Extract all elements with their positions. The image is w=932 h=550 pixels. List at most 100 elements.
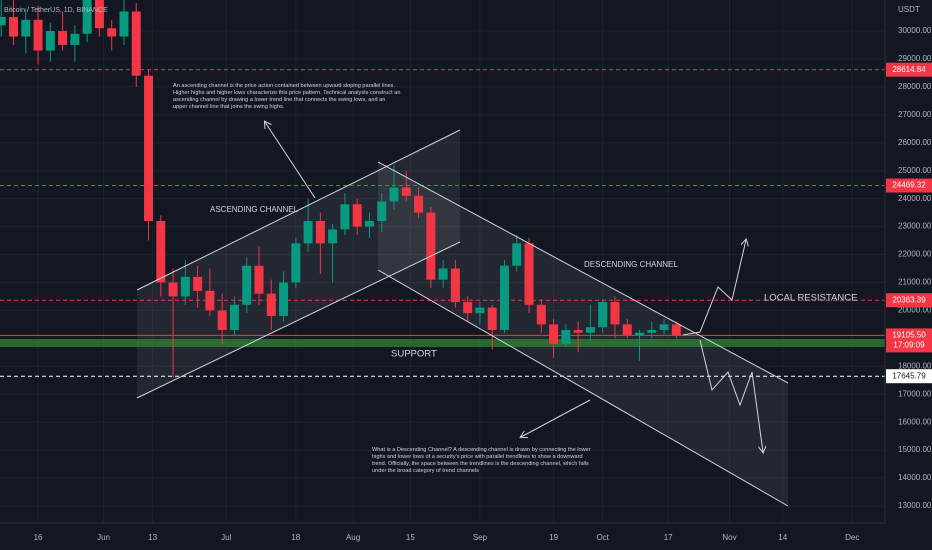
projection — [699, 339, 763, 452]
candle-body — [487, 307, 497, 330]
candle-body — [254, 265, 264, 294]
axes: 30000.00 29000.00 28000.00 27000.00 26000.00… — [34, 26, 932, 542]
y-tick-label: 27000.00 — [898, 110, 932, 119]
support-band — [0, 339, 885, 348]
currency: USDT — [898, 5, 920, 14]
arrow — [265, 122, 316, 199]
y-tick-label: 14000.00 — [898, 473, 932, 482]
ascending-note: An ascending channel is the price action… — [173, 83, 401, 110]
candle-body — [475, 307, 485, 314]
projection — [682, 240, 746, 336]
candle-body — [389, 187, 399, 202]
price-label-box — [886, 62, 932, 77]
channel-line — [377, 269, 789, 507]
candle-body — [450, 268, 460, 303]
price-label: 28614.84 — [892, 65, 926, 74]
y-tick-label: 23000.00 — [898, 222, 932, 231]
descending-label: DESCENDING CHANNEL — [584, 260, 678, 269]
x-tick-label: Nov — [722, 533, 736, 542]
candle-body — [144, 75, 154, 222]
candle-body — [573, 329, 583, 333]
candle-body — [94, 0, 104, 29]
candle-body — [45, 31, 55, 51]
y-tick-label: 24000.00 — [898, 194, 932, 203]
candle-body — [217, 310, 227, 330]
candle-body — [193, 276, 203, 291]
ascending-note-text: An ascending channel is the price action… — [173, 83, 401, 110]
x-tick-label: Dec — [845, 533, 859, 542]
candle-body — [352, 204, 362, 227]
drawings — [136, 122, 789, 507]
candle-body — [659, 324, 669, 330]
candle-body — [168, 282, 178, 297]
y-tick-label: 29000.00 — [898, 54, 932, 63]
y-tick-label: 16000.00 — [898, 417, 932, 426]
candle-body — [279, 282, 289, 316]
price-label: 24469.32 — [892, 181, 926, 190]
y-tick-label: 28000.00 — [898, 82, 932, 91]
y-tick-label: 17000.00 — [898, 389, 932, 398]
candle-body — [499, 265, 509, 330]
candle-body — [131, 11, 141, 76]
y-tick-label: 21000.00 — [898, 278, 932, 287]
x-tick-label: Sep — [473, 533, 488, 542]
channel-line — [136, 129, 461, 291]
x-tick-label: Jul — [221, 533, 231, 542]
x-tick-label: Jun — [97, 533, 110, 542]
candle-body — [9, 17, 19, 37]
descending-note-text: What is a Descending Channel? A descendi… — [372, 447, 591, 474]
ascending-label: ASCENDING CHANNEL — [210, 205, 299, 214]
candle-body — [242, 265, 252, 305]
candle-body — [561, 329, 571, 344]
x-tick-label: 19 — [549, 533, 558, 542]
candle-body — [512, 243, 522, 266]
x-tick-label: 13 — [148, 533, 157, 542]
x-tick-label: 17 — [664, 533, 673, 542]
channel-line — [377, 161, 789, 384]
candle-body — [266, 293, 276, 316]
y-tick-label: 15000.00 — [898, 445, 932, 454]
chart-title: Bitcoin / TetherUS, 1D, BINANCE — [4, 7, 108, 14]
y-tick-label: 20000.00 — [898, 306, 932, 315]
support-label: SUPPORT — [391, 349, 437, 360]
price-label-box — [886, 178, 932, 193]
candle-body — [328, 229, 338, 244]
candle-body — [107, 28, 117, 37]
x-tick-label: 18 — [291, 533, 300, 542]
candles — [0, 0, 681, 378]
current-price-box — [886, 328, 932, 353]
candle-body — [303, 221, 313, 244]
candle-body — [315, 221, 325, 244]
resistance-label: LOCAL RESISTANCE — [764, 293, 857, 304]
candle-body — [229, 304, 239, 330]
descending-channel-area — [378, 162, 788, 506]
y-tick-label: 30000.00 — [898, 26, 932, 35]
candle-body — [426, 212, 436, 280]
candle-body — [291, 243, 301, 283]
price-label-box — [886, 293, 932, 308]
y-tick-label: 26000.00 — [898, 138, 932, 147]
candle-body — [377, 201, 387, 221]
candle-body — [585, 327, 595, 333]
candle-body — [438, 268, 448, 280]
candle-body — [119, 11, 129, 37]
candle-body — [401, 187, 411, 196]
candle-body — [364, 221, 374, 227]
x-tick-label: 14 — [778, 533, 787, 542]
x-tick-label: Aug — [346, 533, 360, 542]
candle-body — [58, 31, 68, 45]
candle-body — [536, 304, 546, 325]
price-label: 17645.79 — [892, 371, 926, 380]
price-label-box — [886, 369, 932, 384]
arrow — [521, 399, 591, 437]
candle-body — [610, 302, 620, 325]
support-layer — [0, 339, 885, 348]
candle-body — [635, 332, 645, 336]
candle-body — [33, 19, 43, 51]
candle-body — [414, 195, 424, 213]
channel-line — [136, 241, 461, 399]
x-tick-label: 16 — [34, 533, 43, 542]
candle-body — [524, 243, 534, 305]
y-tick-label: 25000.00 — [898, 166, 932, 175]
